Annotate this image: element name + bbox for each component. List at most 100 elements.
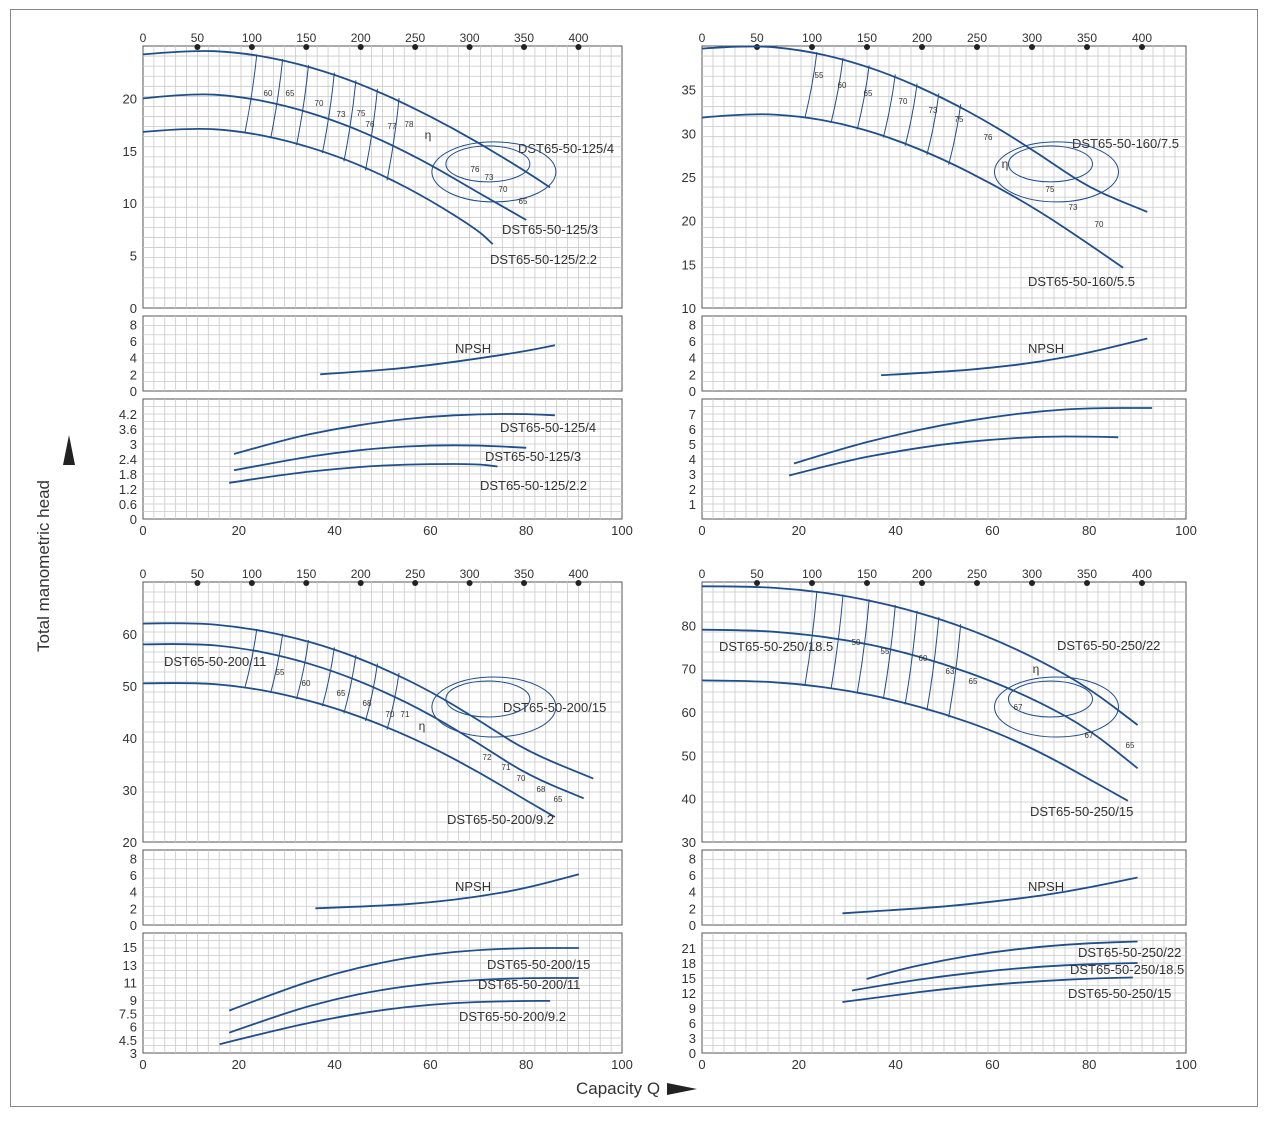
dst65-50-200-top-tick-dot — [194, 580, 201, 586]
dst65-50-125-head-curve — [142, 93, 527, 221]
dst65-50-125-efficiency-label: 70 — [315, 99, 324, 108]
dst65-50-160-top-tick-dot — [1084, 44, 1090, 50]
dst65-50-125-efficiency-contour — [445, 145, 531, 183]
dst65-50-200-head-y-tick-label: 50 — [123, 679, 137, 694]
dst65-50-125-efficiency-label: 76 — [366, 120, 375, 129]
x-axis-arrow-icon — [667, 1083, 697, 1095]
dst65-50-160-power-y-tick-label: 5 — [689, 437, 696, 452]
dst65-50-125-npsh-label: NPSH — [455, 341, 491, 356]
dst65-50-160-efficiency-contour — [1007, 145, 1093, 183]
figure-frame — [10, 9, 1258, 1107]
dst65-50-160-iso-efficiency-line — [804, 52, 818, 119]
dst65-50-125-eta-label: η — [425, 128, 432, 142]
dst65-50-125-top-tick-dot — [412, 44, 419, 50]
dst65-50-200-power-curve — [228, 977, 579, 1034]
dst65-50-200-x-tick-label: 40 — [327, 1057, 341, 1072]
dst65-50-160-top-tick-dot — [864, 44, 870, 50]
dst65-50-250-power-series-label: DST65-50-250/18.5 — [1070, 962, 1184, 977]
dst65-50-250-power-y-tick-label: 18 — [682, 956, 696, 971]
dst65-50-200-efficiency-label: 55 — [276, 668, 285, 677]
dst65-50-125-power-y-tick-label: 1.8 — [119, 467, 137, 482]
dst65-50-200-npsh-label: NPSH — [455, 879, 491, 894]
dst65-50-125-head-series-label: DST65-50-125/4 — [518, 141, 614, 156]
dst65-50-200-top-tick-dot — [466, 580, 473, 586]
dst65-50-200-npsh-grid — [142, 849, 623, 926]
dst65-50-200-efficiency-contour — [431, 676, 557, 738]
dst65-50-250-npsh-y-tick-label: 0 — [689, 918, 696, 933]
dst65-50-125-npsh-y-tick-label: 2 — [130, 367, 137, 382]
dst65-50-125-efficiency-contour — [431, 141, 557, 203]
dst65-50-125-head-y-tick-label: 5 — [130, 249, 137, 264]
dst65-50-250-efficiency-label: 63 — [946, 667, 955, 676]
dst65-50-250-npsh-y-tick-label: 8 — [689, 851, 696, 866]
dst65-50-200-iso-efficiency-line — [296, 639, 310, 700]
dst65-50-250-power-y-tick-label: 3 — [689, 1031, 696, 1046]
dst65-50-200-power-curve — [228, 947, 579, 1012]
dst65-50-125-power-y-tick-label: 0.6 — [119, 497, 137, 512]
dst65-50-125-top-tick-dot — [357, 44, 364, 50]
dst65-50-200-top-tick-label: 50 — [191, 567, 205, 581]
dst65-50-125-efficiency-label: 60 — [264, 89, 273, 98]
dst65-50-125-power-y-tick-label: 3.6 — [119, 422, 137, 437]
dst65-50-160-efficiency-label: 55 — [815, 71, 824, 80]
dst65-50-200-npsh-y-tick-label: 0 — [130, 918, 137, 933]
dst65-50-200-power-y-tick-label: 7.5 — [119, 1006, 137, 1021]
dst65-50-125-power-y-tick-label: 1.2 — [119, 482, 137, 497]
dst65-50-200-power-grid — [142, 932, 623, 1054]
dst65-50-250-efficiency-label: 67 — [1014, 703, 1023, 712]
dst65-50-125-npsh-curve — [320, 344, 556, 376]
dst65-50-250-iso-efficiency-line — [882, 604, 896, 700]
dst65-50-250-power-y-tick-label: 9 — [689, 1001, 696, 1016]
dst65-50-125-top-tick-label: 200 — [351, 31, 371, 45]
dst65-50-125-iso-efficiency-line — [364, 88, 378, 171]
dst65-50-200-top-tick-label: 150 — [296, 567, 316, 581]
dst65-50-125-x-tick-label: 60 — [423, 523, 437, 538]
dst65-50-250-top-tick-label: 50 — [750, 567, 764, 581]
dst65-50-200-power-y-tick-label: 11 — [124, 975, 138, 990]
dst65-50-160-head-curve — [701, 45, 1148, 213]
dst65-50-125-npsh-y-tick-label: 4 — [130, 351, 137, 366]
dst65-50-125-top-tick-dot — [466, 44, 473, 50]
dst65-50-250-power-series-label: DST65-50-250/15 — [1068, 986, 1171, 1001]
dst65-50-250-efficiency-label: 55 — [881, 647, 890, 656]
dst65-50-160-top-tick-label: 150 — [857, 31, 877, 45]
dst65-50-125-head-curve — [142, 127, 494, 245]
dst65-50-200-head-y-tick-label: 60 — [123, 627, 137, 642]
dst65-50-125-top-tick-label: 100 — [242, 31, 262, 45]
dst65-50-160-efficiency-label: 70 — [1095, 220, 1104, 229]
dst65-50-200-head-curve — [142, 643, 585, 800]
dst65-50-250-top-tick-dot — [1084, 580, 1090, 586]
dst65-50-250-top-tick-dot — [974, 580, 980, 586]
dst65-50-160-head-series-label: DST65-50-160/5.5 — [1028, 274, 1135, 289]
dst65-50-160-head-y-tick-label: 15 — [682, 257, 696, 272]
dst65-50-160-efficiency-label: 73 — [929, 106, 938, 115]
dst65-50-250-head-series-label: DST65-50-250/18.5 — [719, 639, 833, 654]
dst65-50-160-head-y-tick-label: 10 — [682, 301, 696, 316]
dst65-50-200-top-tick-dot — [248, 580, 255, 586]
dst65-50-125-head-series-label: DST65-50-125/2.2 — [490, 252, 597, 267]
dst65-50-200-x-tick-label: 0 — [139, 1057, 146, 1072]
dst65-50-160-npsh-curve — [881, 337, 1148, 377]
dst65-50-250-top-tick-dot — [864, 580, 870, 586]
dst65-50-160-efficiency-contour — [993, 141, 1119, 203]
dst65-50-160-efficiency-label: 65 — [864, 89, 873, 98]
dst65-50-250-top-tick-dot — [754, 580, 760, 586]
dst65-50-160-iso-efficiency-line — [830, 57, 844, 123]
dst65-50-200-npsh-y-tick-label: 4 — [130, 885, 137, 900]
dst65-50-250-top-tick-label: 150 — [857, 567, 877, 581]
dst65-50-200-top-tick-label: 250 — [405, 567, 425, 581]
dst65-50-250-power-series-label: DST65-50-250/22 — [1078, 945, 1181, 960]
dst65-50-125-power-curve — [233, 413, 555, 455]
dst65-50-250-iso-efficiency-line — [804, 590, 818, 686]
dst65-50-160-x-tick-label: 80 — [1082, 523, 1096, 538]
dst65-50-200-power-series-label: DST65-50-200/11 — [478, 977, 580, 992]
dst65-50-200-efficiency-label: 71 — [401, 710, 410, 719]
dst65-50-250-head-y-tick-label: 60 — [682, 705, 696, 720]
dst65-50-160-eta-label: η — [1002, 157, 1009, 171]
dst65-50-250-iso-efficiency-line — [830, 594, 844, 690]
dst65-50-250-top-tick-label: 0 — [699, 567, 706, 581]
dst65-50-160-efficiency-label: 73 — [1069, 203, 1078, 212]
dst65-50-200-head-series-label: DST65-50-200/11 — [164, 654, 266, 669]
dst65-50-200-top-tick-dot — [575, 580, 582, 586]
dst65-50-125-top-tick-label: 150 — [296, 31, 316, 45]
